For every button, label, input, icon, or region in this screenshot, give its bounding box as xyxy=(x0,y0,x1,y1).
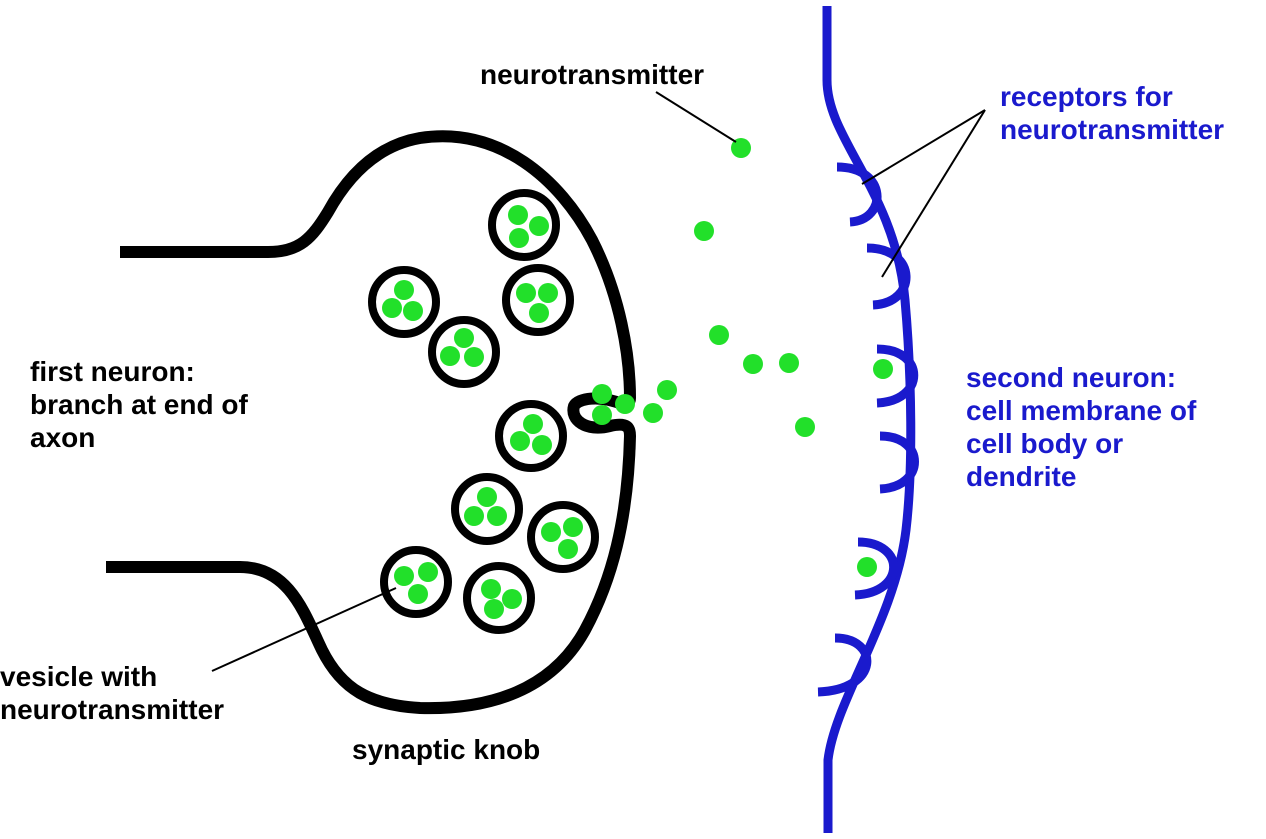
neurotransmitter-label-text: neurotransmitter xyxy=(480,59,705,90)
receptor-pointer-upper xyxy=(861,109,986,185)
released-neurotransmitter xyxy=(592,380,677,425)
cleft-neurotransmitter xyxy=(694,138,893,577)
vesicle-pointer xyxy=(211,587,397,672)
vesicle xyxy=(463,562,535,634)
receptors-label: receptors for neurotransmitter xyxy=(1000,80,1224,146)
receptor xyxy=(876,344,919,408)
receptor xyxy=(836,162,882,227)
vesicle xyxy=(368,266,440,338)
receptor-pointer-lower xyxy=(881,109,986,278)
receptors xyxy=(817,162,919,697)
second-neuron-label-line: cell body or xyxy=(966,428,1124,459)
vesicle xyxy=(380,546,452,618)
synaptic-knob-label: synaptic knob xyxy=(352,733,540,766)
second-neuron-label-line: second neuron: xyxy=(966,362,1177,393)
second-neuron-label-line: dendrite xyxy=(966,461,1077,492)
receptor xyxy=(817,633,872,697)
first-neuron-label-line: axon xyxy=(30,422,96,453)
first-neuron-label-line: first neuron: xyxy=(30,356,195,387)
first-neuron-label-line: branch at end of xyxy=(30,389,248,420)
second-neuron-label-line: cell membrane of xyxy=(966,395,1197,426)
receptor xyxy=(866,243,911,310)
vesicle-label-line: neurotransmitter xyxy=(0,694,225,725)
vesicle xyxy=(451,473,523,545)
first-neuron-label: first neuron: branch at end of axon xyxy=(30,355,248,454)
neurotransmitter-pointer xyxy=(655,91,737,143)
receptor xyxy=(854,537,898,600)
pointer-lines xyxy=(211,91,986,672)
vesicle xyxy=(495,400,567,472)
vesicles xyxy=(368,189,599,634)
vesicle-contents xyxy=(382,205,583,619)
vesicle-label-line: vesicle with xyxy=(0,661,158,692)
receptor xyxy=(879,431,919,494)
receptors-label-line: neurotransmitter xyxy=(1000,114,1225,145)
second-neuron-label: second neuron: cell membrane of cell bod… xyxy=(966,361,1196,493)
neurotransmitter-label: neurotransmitter xyxy=(480,58,704,91)
vesicle xyxy=(488,189,560,261)
synaptic-knob-label-text: synaptic knob xyxy=(352,734,541,765)
vesicle-label: vesicle with neurotransmitter xyxy=(0,660,224,726)
receptors-label-line: receptors for xyxy=(1000,81,1173,112)
vesicle xyxy=(428,316,500,388)
second-neuron-membrane xyxy=(822,6,916,833)
vesicle xyxy=(527,501,599,573)
synaptic-knob-outline xyxy=(106,130,636,715)
